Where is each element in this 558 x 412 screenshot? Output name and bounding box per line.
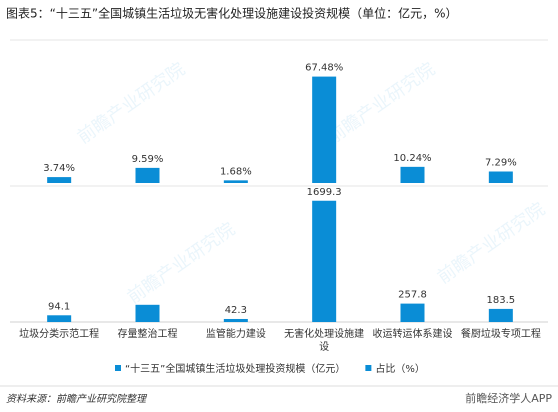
legend-label: 占比（%） xyxy=(375,362,425,375)
chart-title: 图表5：“十三五”全国城镇生活垃圾无害化处理设施建设投资规模（单位：亿元，%） xyxy=(6,6,457,21)
x-tick-label: 无害化处理设施建设 xyxy=(284,327,364,353)
bar xyxy=(47,177,72,183)
data-label: 10.24% xyxy=(393,153,431,164)
bar xyxy=(400,166,425,183)
bar xyxy=(488,171,513,183)
data-label: 1699.3 xyxy=(307,187,342,198)
data-label: 94.1 xyxy=(48,301,70,312)
bar xyxy=(135,304,160,322)
x-tick-label: 收运转运体系建设 xyxy=(373,327,453,340)
bar xyxy=(488,308,513,322)
source: 资料来源：前瞻产业研究院整理 xyxy=(6,393,148,405)
bar xyxy=(223,180,248,183)
legend-swatch xyxy=(365,365,372,371)
bar xyxy=(47,315,72,322)
bar xyxy=(312,76,337,183)
data-label: 42.3 xyxy=(225,305,247,316)
data-label: 7.29% xyxy=(485,158,517,169)
watermark: 前瞻产业研究院 xyxy=(74,59,189,148)
legend-label: “十三五”全国城镇生活垃圾处理投资规模（亿元） xyxy=(125,362,345,375)
data-label: 67.48% xyxy=(305,63,343,74)
watermark: 前瞻产业研究院 xyxy=(124,219,239,308)
x-tick-label: 存量整治工程 xyxy=(118,327,178,340)
watermark: 前瞻产业研究院 xyxy=(434,199,549,288)
data-label: 1.68% xyxy=(220,166,252,177)
legend-swatch xyxy=(115,365,121,371)
x-tick-label: 垃圾分类示范工程 xyxy=(19,327,99,340)
bar xyxy=(135,167,160,183)
logo: 前瞻经济学人APP xyxy=(465,391,552,405)
x-tick-label: 餐厨垃圾专项工程 xyxy=(461,327,541,340)
data-label: 183.5 xyxy=(487,295,516,306)
data-label: 9.59% xyxy=(132,154,164,165)
data-label: 3.74% xyxy=(43,163,75,174)
x-tick-label: 监管能力建设 xyxy=(206,327,266,340)
bar xyxy=(223,318,248,322)
data-label: 257.8 xyxy=(398,290,427,301)
bar xyxy=(400,303,425,322)
bar xyxy=(312,200,337,322)
